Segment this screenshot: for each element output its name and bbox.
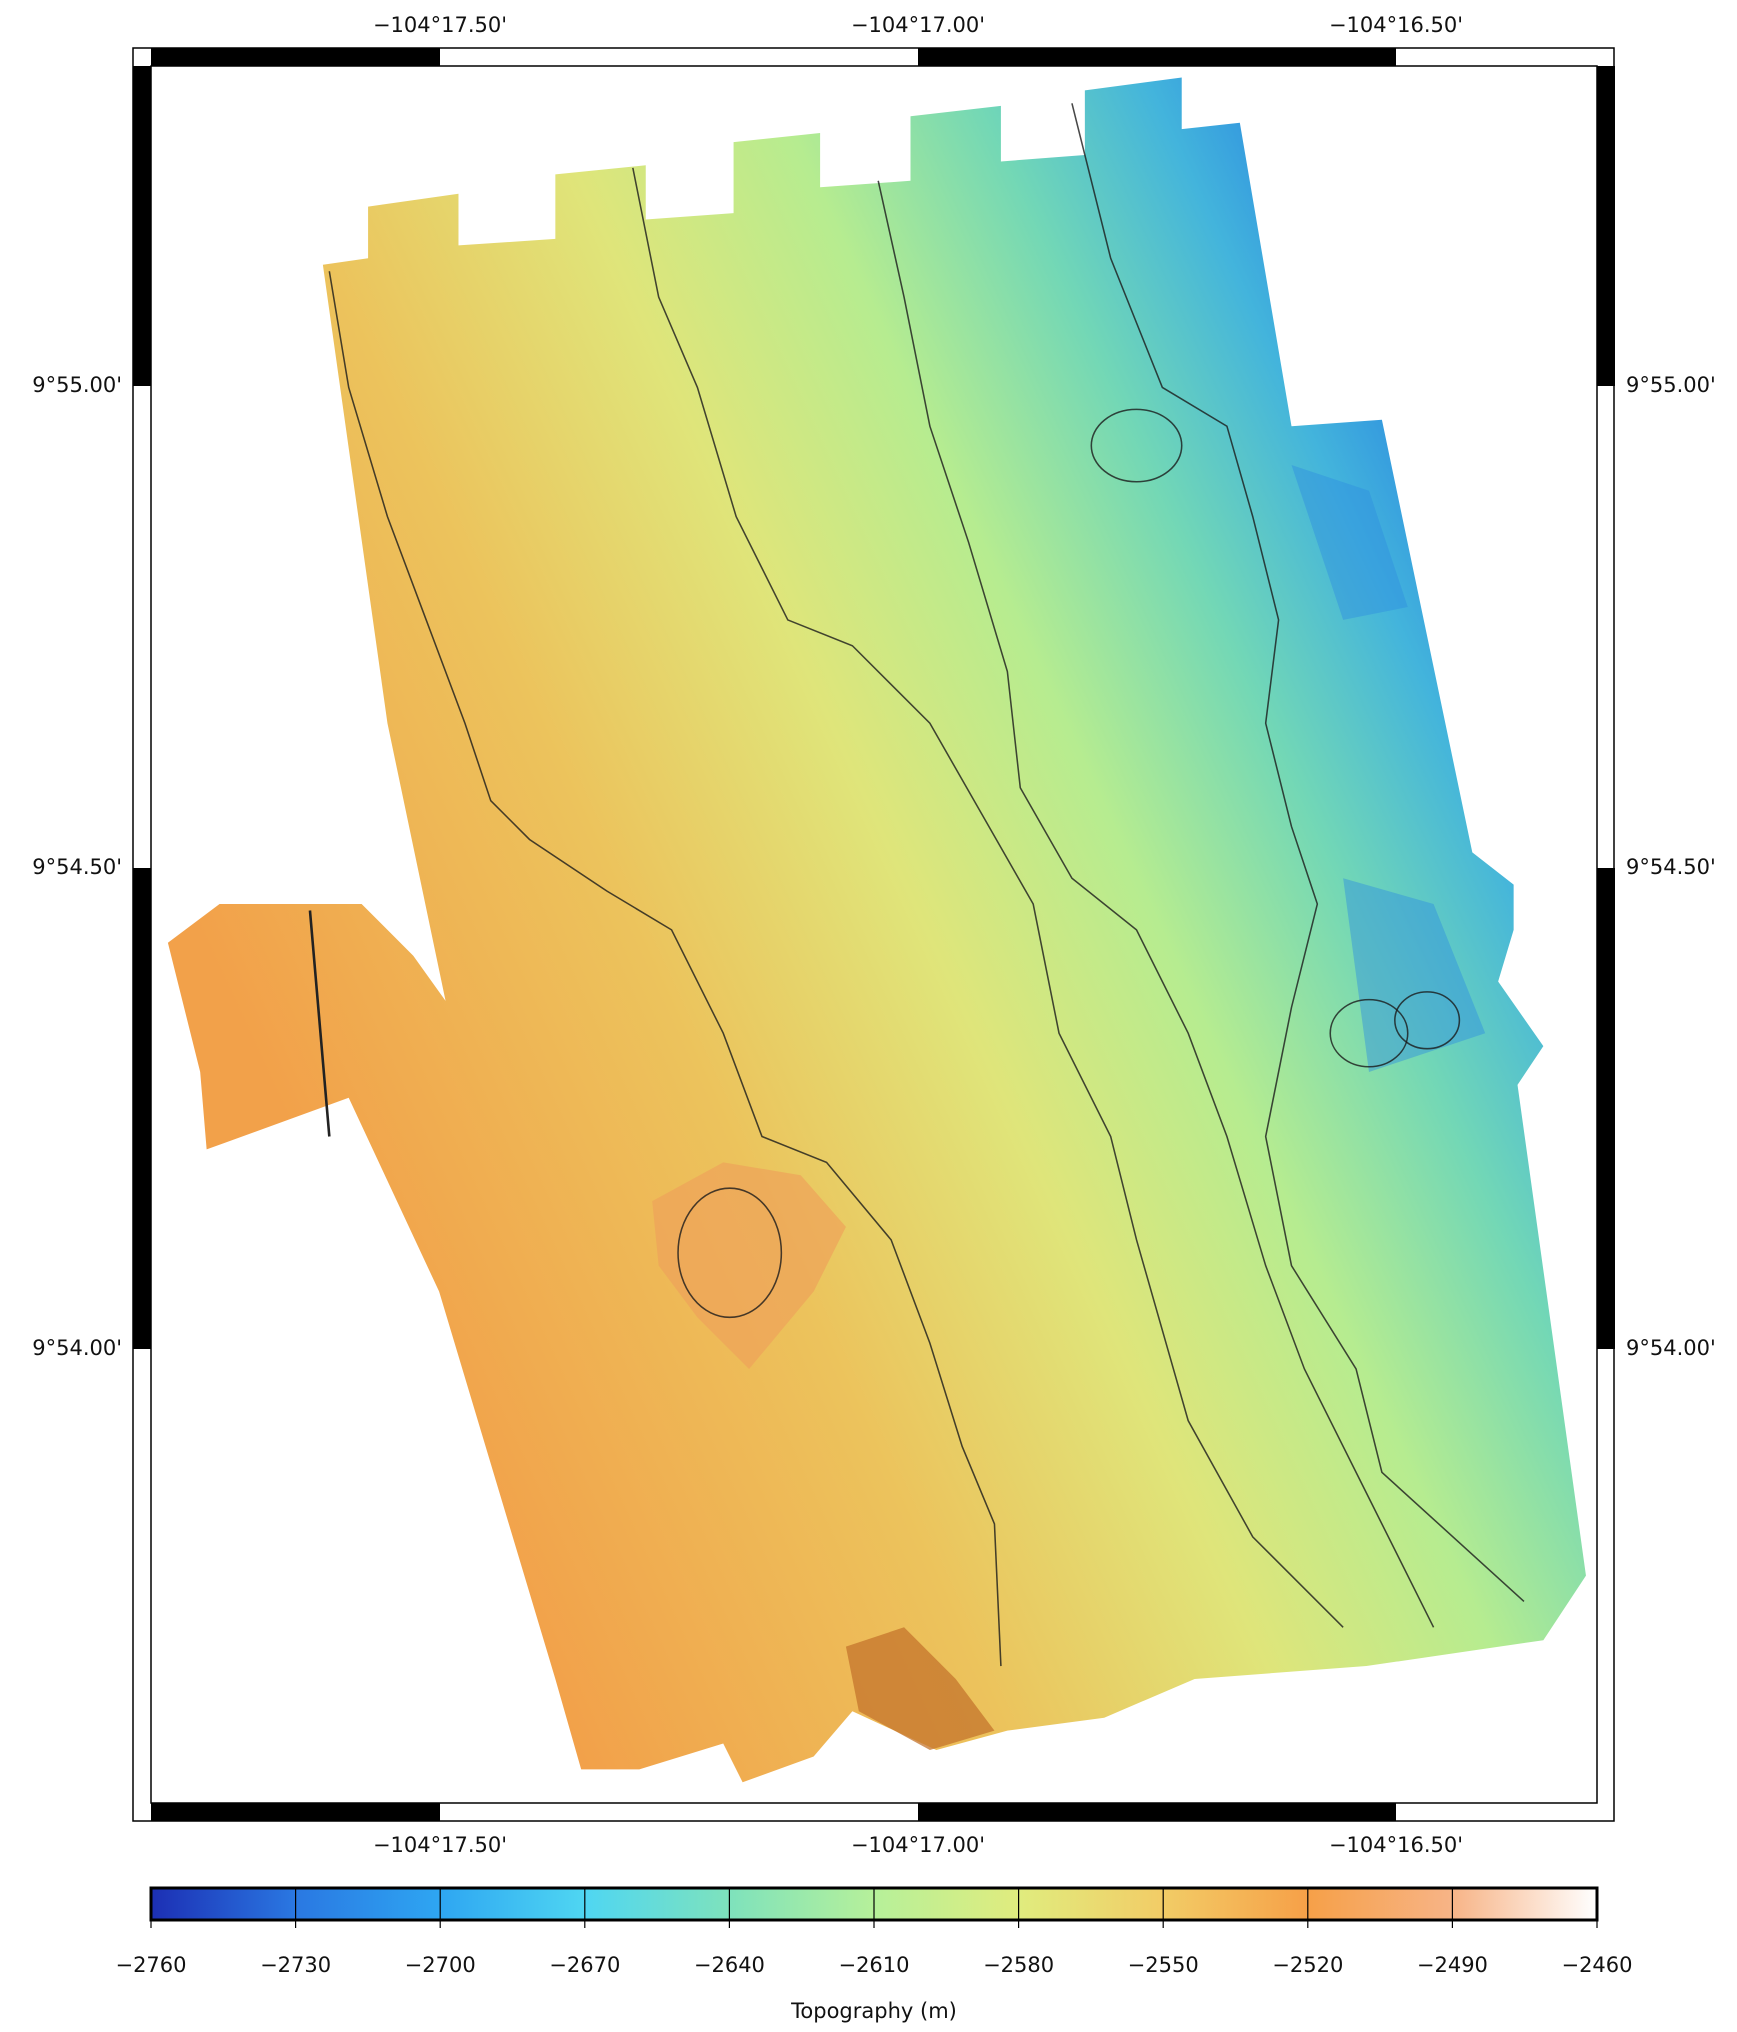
lon-label: −104°16.50' [1329,1833,1463,1857]
lon-label: −104°16.50' [1329,13,1463,37]
lon-label: −104°17.50' [373,13,507,37]
colorbar-tick-label: −2610 [838,1953,909,1977]
page: {"map": { "top_labels": ["−104°17.50'", … [0,0,1737,2032]
lat-label: 9°54.00' [1626,1336,1716,1360]
colorbar-tick-label: −2670 [549,1953,620,1977]
lat-label: 9°55.00' [1626,373,1716,397]
colorbar-tick-label: −2550 [1128,1953,1199,1977]
lon-label: −104°17.50' [373,1833,507,1857]
colorbar-tick-label: −2700 [405,1953,476,1977]
colorbar-tick-label: −2520 [1272,1953,1343,1977]
lon-label: −104°17.00' [851,13,985,37]
colorbar-tick-label: −2490 [1417,1953,1488,1977]
lat-label: 9°54.50' [32,855,122,879]
colorbar-tick-label: −2730 [260,1953,331,1977]
colorbar-tick-label: −2640 [694,1953,765,1977]
lat-label: 9°54.00' [32,1336,122,1360]
colorbar-tick-label: −2460 [1561,1953,1632,1977]
colorbar-label: Topography (m) [790,1999,957,2023]
lat-label: 9°54.50' [1626,855,1716,879]
lon-label: −104°17.00' [851,1833,985,1857]
figure: Topography (m) −104°17.50' −104°17.00' −10… [0,0,1737,2032]
lat-label: 9°55.00' [32,373,122,397]
colorbar-tick-label: −2760 [115,1953,186,1977]
colorbar-tick-label: −2580 [983,1953,1054,1977]
